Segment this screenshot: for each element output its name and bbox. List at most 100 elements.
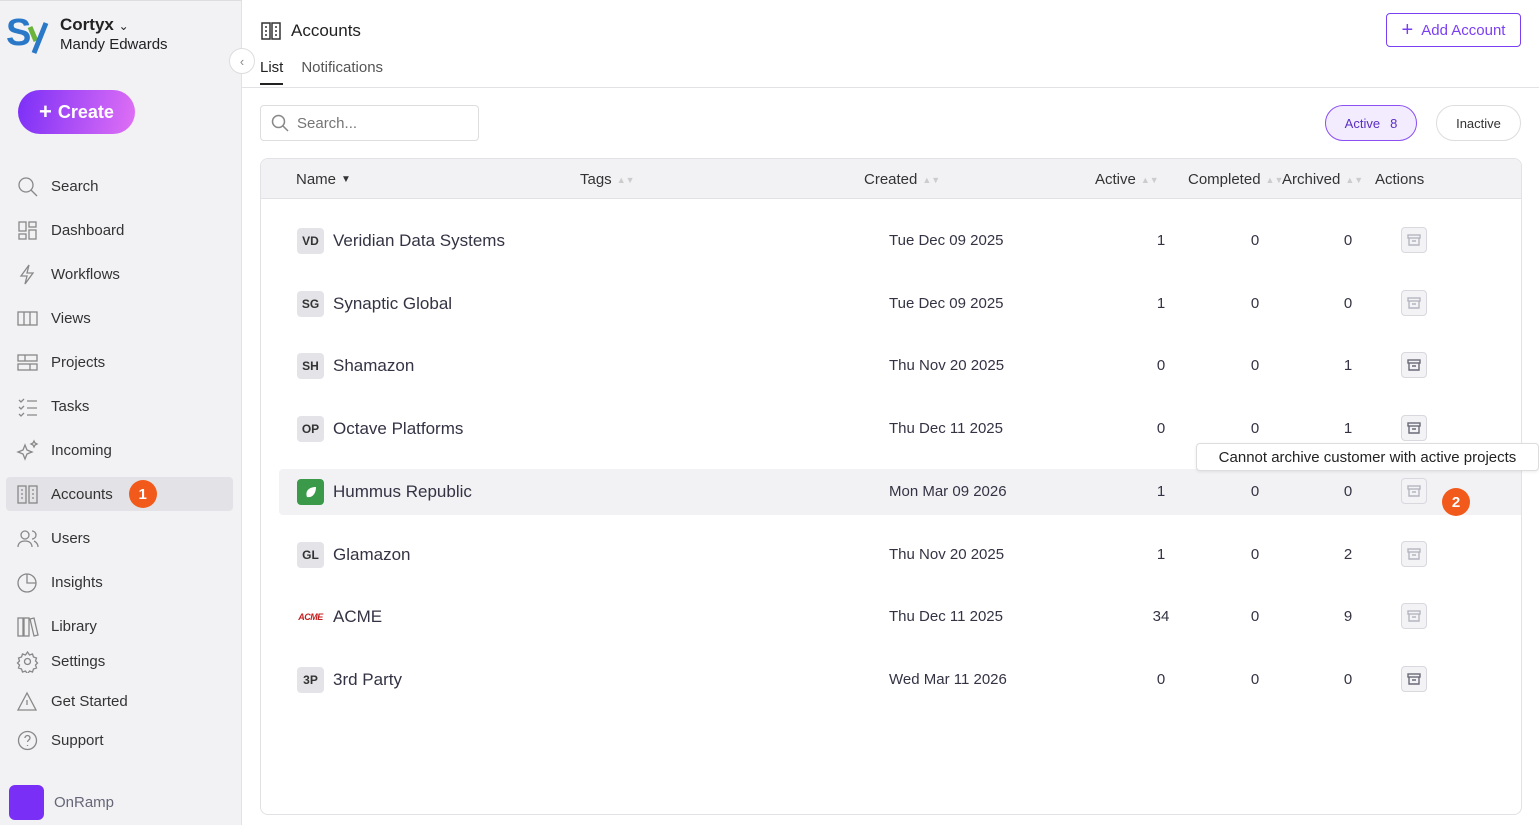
sidebar-item-users[interactable]: Users xyxy=(6,521,233,555)
table-row[interactable]: SH Shamazon Thu Nov 20 2025 0 0 1 xyxy=(279,343,1521,389)
completed-count: 0 xyxy=(1250,545,1260,563)
create-button[interactable]: + Create xyxy=(18,90,135,134)
sidebar-item-label: Users xyxy=(51,529,91,547)
sidebar-item-workflows[interactable]: Workflows xyxy=(6,257,233,291)
collapse-sidebar-button[interactable]: ‹ xyxy=(229,48,255,74)
active-count: 0 xyxy=(1156,357,1166,375)
account-name[interactable]: Synaptic Global xyxy=(333,293,453,313)
created-date: Tue Dec 09 2025 xyxy=(889,294,1004,312)
column-label: Actions xyxy=(1375,171,1425,188)
tabs: List Notifications xyxy=(260,59,383,85)
sidebar-item-projects[interactable]: Projects xyxy=(6,345,233,379)
archived-count: 0 xyxy=(1343,232,1353,249)
gear-icon xyxy=(16,650,39,673)
account-name[interactable]: Shamazon xyxy=(333,356,415,376)
completed-count: 0 xyxy=(1250,232,1260,249)
org-switcher[interactable]: Cortyx ⌄ xyxy=(60,15,129,35)
table-row[interactable]: ACME ACME Thu Dec 11 2025 34 0 9 xyxy=(279,594,1521,640)
sort-icon: ▲▼ xyxy=(616,174,635,185)
warning-icon xyxy=(16,691,38,711)
sidebar-item-label: Search xyxy=(51,177,99,195)
archive-button[interactable] xyxy=(1401,665,1427,692)
filter-active[interactable]: Active 8 xyxy=(1325,105,1417,141)
account-name[interactable]: ACME xyxy=(333,607,383,627)
column-label: Name xyxy=(296,171,337,188)
sidebar-item-support[interactable]: Support xyxy=(6,723,233,757)
filter-inactive[interactable]: Inactive xyxy=(1436,105,1521,141)
archive-button[interactable] xyxy=(1401,540,1427,567)
completed-count: 0 xyxy=(1250,670,1260,688)
sidebar-item-dashboard[interactable]: Dashboard xyxy=(6,213,233,247)
svg-text:S: S xyxy=(6,12,31,54)
column-label: Active xyxy=(1095,171,1136,188)
sidebar-item-views[interactable]: Views xyxy=(6,301,233,335)
sidebar-item-incoming[interactable]: Incoming xyxy=(6,433,233,467)
sidebar-item-label: Workflows xyxy=(51,265,120,283)
account-name[interactable]: Octave Platforms xyxy=(333,419,464,439)
sidebar-item-label: Library xyxy=(51,617,97,635)
filter-active-label: Active xyxy=(1344,115,1381,131)
tab-list[interactable]: List xyxy=(260,59,284,85)
archived-count: 1 xyxy=(1343,357,1353,375)
table-row[interactable]: SG Synaptic Global Tue Dec 09 2025 1 0 0 xyxy=(279,281,1521,327)
avatar: VD xyxy=(297,228,324,254)
table-row[interactable]: 3P 3rd Party Wed Mar 11 2026 0 0 0 xyxy=(279,657,1521,703)
archive-button[interactable] xyxy=(1401,352,1427,379)
org-name: Cortyx xyxy=(60,15,114,34)
active-count: 0 xyxy=(1156,420,1166,438)
acme-logo: ACME xyxy=(298,612,323,623)
archive-button[interactable] xyxy=(1401,477,1427,504)
completed-count: 0 xyxy=(1250,357,1260,375)
projects-icon xyxy=(17,353,38,371)
archive-button[interactable] xyxy=(1401,227,1427,253)
sidebar-item-search[interactable]: Search xyxy=(6,169,233,203)
table-row[interactable]: GL Glamazon Thu Nov 20 2025 1 0 2 xyxy=(279,532,1521,578)
avatar: 3P xyxy=(297,666,324,693)
leaf-logo xyxy=(297,478,324,505)
add-account-button[interactable]: + Add Account xyxy=(1386,13,1521,47)
column-header-archived[interactable]: Archived ▲▼ xyxy=(1282,171,1363,188)
column-header-completed[interactable]: Completed ▲▼ xyxy=(1188,171,1283,188)
sidebar-item-library[interactable]: Library xyxy=(6,609,233,643)
account-name[interactable]: 3rd Party xyxy=(333,669,402,689)
created-date: Mon Mar 09 2026 xyxy=(889,482,1007,500)
sidebar-item-insights[interactable]: Insights xyxy=(6,565,233,599)
cortyx-logo: S xyxy=(6,12,49,54)
column-header-active[interactable]: Active ▲▼ xyxy=(1095,171,1159,188)
avatar: SH xyxy=(297,353,324,380)
archived-count: 2 xyxy=(1343,545,1353,563)
table-row[interactable]: OP Octave Platforms Thu Dec 11 2025 0 0 … xyxy=(279,406,1521,452)
help-icon xyxy=(17,730,38,750)
sort-icon: ▲▼ xyxy=(922,174,941,185)
sidebar-item-get-started[interactable]: Get Started xyxy=(6,684,233,718)
archive-button[interactable] xyxy=(1401,603,1427,630)
table-header: Name ▼ Tags ▲▼ Created ▲▼ Active ▲▼ Completed ▲▼ A… xyxy=(261,159,1521,199)
archive-button[interactable] xyxy=(1401,415,1427,442)
account-name[interactable]: Hummus Republic xyxy=(333,481,472,501)
search-box[interactable] xyxy=(260,105,479,141)
account-name[interactable]: Veridian Data Systems xyxy=(333,231,505,250)
step-badge: 2 xyxy=(1442,488,1470,516)
completed-count: 0 xyxy=(1250,420,1260,438)
tab-notifications[interactable]: Notifications xyxy=(301,59,384,76)
column-header-created[interactable]: Created ▲▼ xyxy=(864,171,940,188)
sidebar-item-accounts[interactable]: Accounts 1 xyxy=(6,477,233,511)
column-header-name[interactable]: Name ▼ xyxy=(296,171,351,188)
plus-icon: + xyxy=(1401,18,1414,41)
column-header-tags[interactable]: Tags ▲▼ xyxy=(580,171,635,188)
onramp-link[interactable]: OnRamp xyxy=(9,785,114,820)
sidebar-item-label: Insights xyxy=(51,573,103,591)
sidebar-item-tasks[interactable]: Tasks xyxy=(6,389,233,423)
created-date: Wed Mar 11 2026 xyxy=(889,670,1007,688)
table-row[interactable]: Hummus Republic Mon Mar 09 2026 1 0 0 xyxy=(279,468,1521,515)
column-label: Created xyxy=(864,171,918,188)
table-row[interactable]: VD Veridian Data Systems Tue Dec 09 2025… xyxy=(279,218,1521,264)
archive-icon xyxy=(1407,547,1421,560)
sidebar-item-settings[interactable]: Settings xyxy=(6,644,233,678)
building-icon xyxy=(261,22,281,40)
active-count: 0 xyxy=(1156,670,1166,688)
archive-button[interactable] xyxy=(1401,289,1427,316)
search-input[interactable] xyxy=(297,114,467,132)
account-name[interactable]: Glamazon xyxy=(333,544,411,564)
created-date: Thu Dec 11 2025 xyxy=(889,420,1003,438)
